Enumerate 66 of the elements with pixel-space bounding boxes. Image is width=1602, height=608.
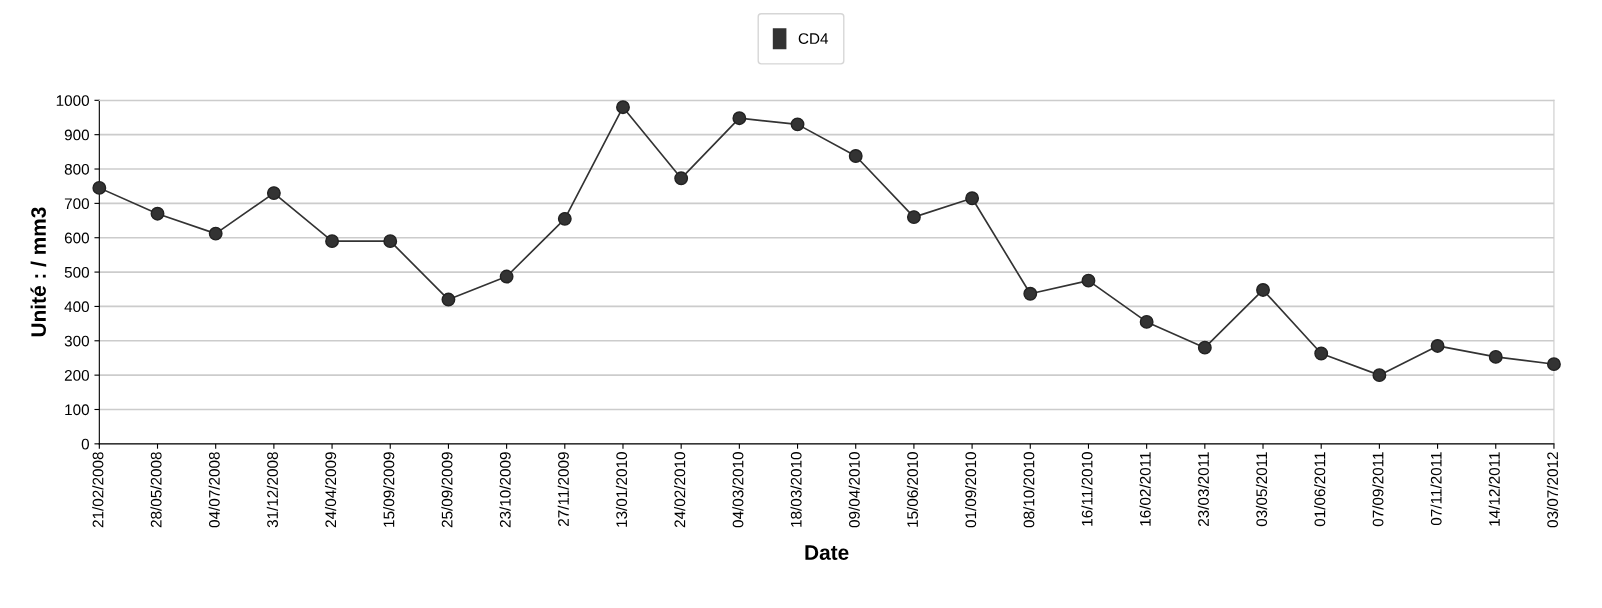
y-tick-label: 0 (81, 438, 90, 450)
y-tick-label: 200 (64, 370, 90, 381)
point (616, 100, 630, 115)
point (383, 234, 398, 249)
point (325, 234, 340, 249)
x-tick-label: 04/07/2008 (208, 452, 220, 528)
point (150, 206, 165, 221)
x-tick-label: 04/03/2010 (732, 452, 744, 528)
point (965, 191, 980, 206)
x-tick-label: 23/10/2009 (499, 452, 511, 528)
point (1488, 349, 1503, 364)
y-tick-label: 700 (64, 198, 90, 210)
x-axis-title: Date (805, 545, 849, 560)
x-tick-label: 03/05/2011 (1255, 452, 1268, 527)
point (674, 171, 689, 186)
x-tick-label: 16/11/2010 (1081, 452, 1093, 526)
point (1314, 346, 1329, 361)
y-tick-label: 600 (64, 232, 90, 244)
x-tick-label: 31/12/2008 (266, 452, 278, 528)
point (848, 149, 863, 163)
x-tick-label: 03/07/2012 (1546, 452, 1559, 528)
x-tick-label: 08/10/2010 (1023, 452, 1035, 528)
x-tick-label: 27/11/2009 (557, 452, 569, 527)
point (441, 292, 456, 307)
point (1256, 282, 1270, 297)
point (1023, 286, 1038, 301)
x-tick-label: 18/03/2010 (790, 452, 802, 527)
point (1372, 368, 1387, 383)
point (1081, 273, 1096, 288)
x-tick-label: 14/12/2011 (1488, 452, 1500, 526)
point (1197, 340, 1212, 355)
y-axis-title: Unité : / mm3 (30, 207, 47, 337)
point (557, 211, 572, 226)
x-tick-label: 07/11/2011 (1430, 452, 1442, 526)
x-tick-label: 09/04/2010 (848, 452, 860, 528)
y-tick-label: 900 (64, 129, 90, 141)
point (790, 117, 805, 132)
x-tick-label: 15/09/2009 (383, 452, 395, 527)
legend-label: CD4 (798, 33, 829, 44)
x-tick-label: 24/02/2010 (674, 452, 686, 528)
y-tick-label: 300 (64, 335, 90, 347)
x-tick-label: 23/03/2011 (1197, 452, 1209, 527)
point (499, 269, 514, 284)
point (266, 186, 281, 201)
point (208, 226, 223, 241)
point (1139, 314, 1154, 329)
y-tick-label: 500 (64, 266, 90, 278)
x-tick-label: 07/09/2011 (1372, 452, 1384, 527)
point (732, 111, 747, 126)
y-tick-label: 100 (65, 404, 90, 416)
x-tick-label: 01/06/2011 (1314, 452, 1326, 527)
point (1546, 357, 1561, 372)
x-tick-label: 25/09/2009 (441, 452, 453, 528)
y-tick-label: 1000 (56, 95, 90, 107)
x-tick-label: 28/05/2008 (150, 452, 162, 528)
x-tick-label: 16/02/2011 (1139, 452, 1151, 526)
point (92, 180, 107, 195)
y-tick-label: 400 (64, 301, 90, 313)
y-tick-label: 800 (64, 163, 90, 175)
x-tick-label: 15/06/2010 (906, 452, 919, 527)
point (906, 210, 921, 225)
x-tick-label: 24/04/2009 (324, 452, 337, 528)
x-tick-label: 21/02/2008 (92, 452, 104, 528)
x-tick-label: 01/09/2010 (964, 452, 977, 528)
point (1430, 338, 1445, 353)
x-tick-label: 13/01/2010 (615, 452, 628, 527)
